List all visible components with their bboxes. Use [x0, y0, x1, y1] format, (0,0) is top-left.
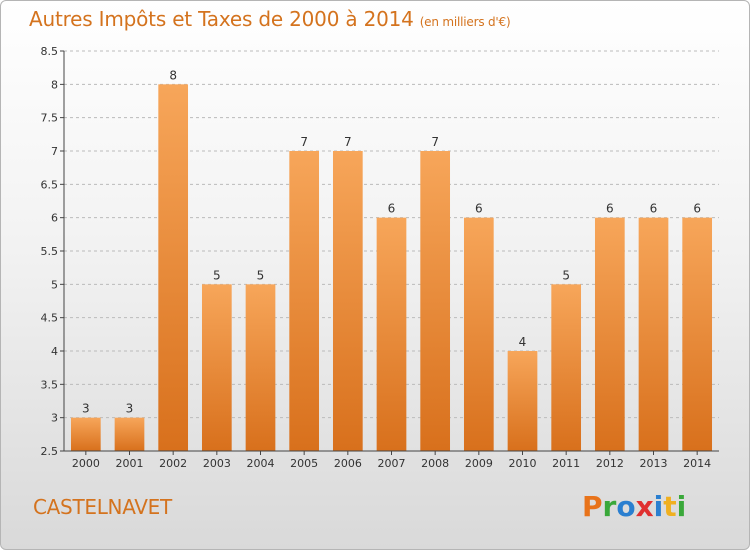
- data-label: 7: [431, 135, 439, 149]
- x-tick-label: 2008: [421, 457, 449, 470]
- x-tick-label: 2011: [552, 457, 580, 470]
- bar-2007: [376, 217, 407, 451]
- x-tick-label: 2014: [683, 457, 711, 470]
- bar-2003: [201, 284, 232, 451]
- y-tick-label: 5: [51, 278, 58, 291]
- x-tick-label: 2001: [116, 457, 144, 470]
- bar-2013: [638, 217, 669, 451]
- data-label: 5: [213, 268, 221, 282]
- y-tick-label: 4.5: [41, 312, 59, 325]
- logo-letter: P: [582, 490, 603, 523]
- y-tick-label: 3: [51, 412, 58, 425]
- y-tick-label: 7.5: [41, 112, 59, 125]
- x-tick-label: 2003: [203, 457, 231, 470]
- logo-letter: x: [635, 490, 654, 523]
- bar-2014: [682, 217, 713, 451]
- bar-2002: [158, 84, 189, 451]
- data-label: 6: [388, 202, 396, 216]
- y-tick-label: 2.5: [41, 445, 59, 458]
- logo-letter: i: [653, 490, 664, 523]
- bar-2005: [289, 151, 320, 451]
- x-tick-label: 2005: [290, 457, 318, 470]
- x-tick-label: 2009: [465, 457, 493, 470]
- data-label: 6: [650, 202, 658, 216]
- commune-name: CASTELNAVET: [33, 495, 172, 519]
- y-tick-label: 4: [51, 345, 58, 358]
- chart-subtitle: (en milliers d'€): [419, 15, 511, 29]
- data-label: 5: [257, 268, 265, 282]
- bar-2008: [420, 151, 451, 451]
- logo-letter: r: [602, 490, 617, 523]
- data-label: 6: [693, 202, 701, 216]
- data-label: 5: [562, 268, 570, 282]
- y-tick-label: 5.5: [41, 245, 59, 258]
- bar-2001: [114, 417, 145, 451]
- logo-letter: t: [663, 490, 677, 523]
- bar-2000: [70, 417, 101, 451]
- x-tick-label: 2012: [596, 457, 624, 470]
- data-label: 3: [82, 402, 90, 416]
- data-label: 6: [475, 202, 483, 216]
- y-tick-label: 6: [51, 212, 58, 225]
- bar-2004: [245, 284, 276, 451]
- bars: 3 3 8 5 5 7 7 6 7 6 4 5 6 6 6: [70, 68, 713, 451]
- data-label: 8: [169, 68, 177, 82]
- logo-letter: o: [616, 490, 636, 523]
- y-tick-label: 3.5: [41, 378, 59, 391]
- data-label: 7: [344, 135, 352, 149]
- x-tick-label: 2010: [509, 457, 537, 470]
- y-tick-label: 8.5: [41, 45, 59, 58]
- bar-2006: [332, 151, 363, 451]
- axes: 2.5 3 3.5 4 4.5 5 5.5 6 6.5 7 7.5 8 8.5 2000 2001 2002 2…: [41, 45, 719, 470]
- data-label: 4: [519, 335, 527, 349]
- data-label: 3: [126, 402, 134, 416]
- data-label: 6: [606, 202, 614, 216]
- data-label: 7: [300, 135, 308, 149]
- proxiti-logo[interactable]: Proxiti: [582, 490, 686, 523]
- x-tick-label: 2004: [247, 457, 275, 470]
- x-tick-label: 2013: [640, 457, 668, 470]
- x-tick-label: 2007: [378, 457, 406, 470]
- y-tick-label: 7: [51, 145, 58, 158]
- y-tick-label: 6.5: [41, 178, 59, 191]
- chart-title: Autres Impôts et Taxes de 2000 à 2014 (en…: [29, 7, 511, 31]
- bar-2012: [594, 217, 625, 451]
- bar-2010: [507, 351, 538, 451]
- x-tick-label: 2006: [334, 457, 362, 470]
- x-tick-label: 2002: [159, 457, 187, 470]
- y-tick-label: 8: [51, 78, 58, 91]
- logo-letter: i: [676, 490, 687, 523]
- x-tick-label: 2000: [72, 457, 100, 470]
- bar-2011: [551, 284, 582, 451]
- bar-2009: [463, 217, 494, 451]
